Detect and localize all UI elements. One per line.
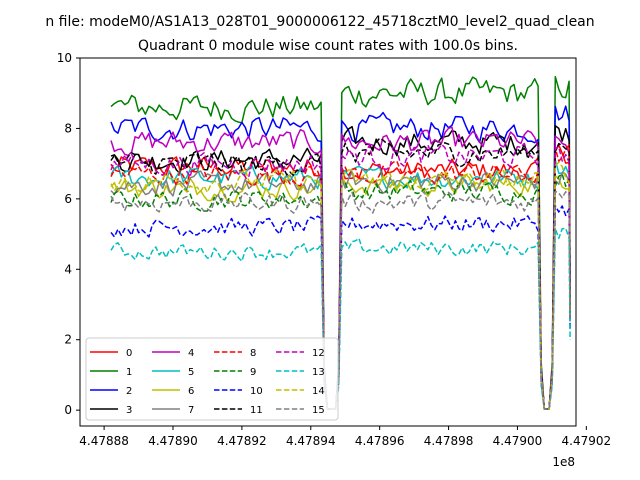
x-offset-label: 1e8 [552,455,575,469]
x-tick-label: 4.47888 [79,434,129,448]
legend-label-9: 9 [250,367,256,378]
series-line-13 [110,227,571,410]
legend-label-12: 12 [312,348,325,359]
legend-label-6: 6 [188,386,194,397]
x-tick-label: 4.47896 [355,434,405,448]
legend-label-4: 4 [188,348,194,359]
legend-label-8: 8 [250,348,256,359]
y-tick-label: 2 [64,333,72,347]
series-line-6 [110,173,571,410]
legend-label-1: 1 [126,367,132,378]
legend-label-15: 15 [312,405,325,416]
legend-label-2: 2 [126,386,132,397]
legend-label-11: 11 [250,405,263,416]
series-line-15 [110,190,571,410]
series-line-12 [110,142,571,410]
legend-label-3: 3 [126,405,132,416]
legend-label-5: 5 [188,367,194,378]
plot-area [110,75,571,410]
x-tick-label: 4.47902 [562,434,612,448]
legend-box [85,337,339,421]
y-tick-label: 8 [64,121,72,135]
x-tick-label: 4.47898 [424,434,474,448]
series-line-11 [110,137,571,410]
x-tick-label: 4.47892 [217,434,267,448]
y-tick-label: 6 [64,192,72,206]
series-line-1 [110,75,571,410]
legend-label-14: 14 [312,386,325,397]
series-line-4 [110,126,571,410]
y-tick-label: 10 [57,51,72,65]
legend-label-7: 7 [188,405,194,416]
series-line-8 [110,144,571,410]
legend-label-0: 0 [126,348,132,359]
y-tick-label: 0 [64,403,72,417]
axes-frame [79,57,577,427]
legend-label-10: 10 [250,386,263,397]
series-line-2 [110,105,571,410]
legend-label-13: 13 [312,367,325,378]
series-line-5 [110,159,571,410]
y-tick-label: 4 [64,262,72,276]
x-tick-label: 4.47890 [148,434,198,448]
series-line-10 [110,204,571,410]
figure-suptitle: n file: modeM0/AS1A13_028T01_9000006122_… [45,14,594,30]
chart-title: Quadrant 0 module wise count rates with … [138,38,518,54]
series-line-14 [110,161,571,410]
x-tick-label: 4.47900 [493,434,543,448]
x-tick-label: 4.47894 [286,434,336,448]
